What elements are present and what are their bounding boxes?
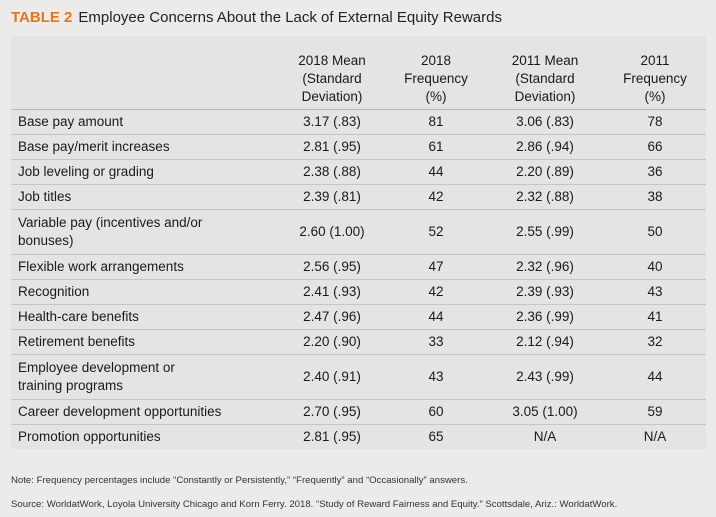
table-row: Health-care benefits 2.47 (.96) 44 2.36 …: [11, 304, 706, 330]
column-header: 2018 Frequency (%): [386, 36, 486, 110]
data-table-container: 2018 Mean (Standard Deviation) 2018 Freq…: [11, 36, 706, 449]
table-row: Career development opportunities 2.70 (.…: [11, 399, 706, 425]
table-cell: 2.32 (.96): [486, 254, 604, 280]
table-cell: 42: [386, 184, 486, 210]
table-number: TABLE 2: [11, 9, 73, 26]
table-cell: 65: [428, 429, 444, 444]
table-cell: 2.20 (.89): [486, 159, 604, 185]
table-cell: 2.81 (.95): [303, 429, 361, 444]
table-cell: 59: [604, 399, 706, 425]
table-row: Base pay/merit increases 2.81 (.95) 61 2…: [11, 134, 706, 160]
table-row: Employee development or training program…: [11, 354, 706, 400]
table-cell: 2.43 (.99): [486, 354, 604, 400]
column-header: 2018 Mean (Standard Deviation): [278, 36, 386, 110]
table-cell: 2.56 (.95): [278, 254, 386, 280]
table-cell: 2.81 (.95): [278, 134, 386, 160]
table-row: Job titles 2.39 (.81) 42 2.32 (.88) 38: [11, 184, 706, 210]
table-cell: 3.06 (.83): [486, 109, 604, 135]
table-cell: 81: [386, 109, 486, 135]
table-cell: 50: [604, 209, 706, 255]
row-label: Health-care benefits: [11, 304, 278, 330]
table-cell: 33: [386, 329, 486, 355]
table-cell: 44: [604, 354, 706, 400]
table-cell: N/A: [643, 429, 667, 444]
row-label: Variable pay (incentives and/or bonuses): [11, 209, 278, 255]
table-row: Job leveling or grading 2.38 (.88) 44 2.…: [11, 159, 706, 185]
table-row: Retirement benefits 2.20 (.90) 33 2.12 (…: [11, 329, 706, 355]
row-label: Promotion opportunities: [18, 429, 161, 444]
table-cell: 2.47 (.96): [278, 304, 386, 330]
row-label: Base pay amount: [11, 109, 278, 135]
table-cell: 2.32 (.88): [486, 184, 604, 210]
header-row: 2018 Mean (Standard Deviation) 2018 Freq…: [11, 36, 706, 110]
table-cell: 2.39 (.93): [486, 279, 604, 305]
table-cell: 60: [386, 399, 486, 425]
table-cell: 2.36 (.99): [486, 304, 604, 330]
table-cell: 2.39 (.81): [278, 184, 386, 210]
source-text: Source: WorldatWork, Loyola University C…: [11, 499, 618, 510]
table-cell: 2.86 (.94): [486, 134, 604, 160]
table-row: Recognition 2.41 (.93) 42 2.39 (.93) 43: [11, 279, 706, 305]
column-header-label: 2011 Frequency (%): [623, 53, 687, 104]
data-table: 2018 Mean (Standard Deviation) 2018 Freq…: [11, 36, 706, 449]
table-row: Promotion opportunities 2.81 (.95) 65 N/…: [11, 425, 706, 450]
row-label: Employee development or training program…: [11, 354, 278, 400]
table-cell: 43: [604, 279, 706, 305]
table-cell: 2.55 (.99): [486, 209, 604, 255]
row-label-text: Employee development or training program…: [18, 360, 175, 393]
column-header-label: 2018 Mean (Standard Deviation): [298, 53, 366, 104]
table-title-text: Employee Concerns About the Lack of Exte…: [78, 9, 502, 26]
table-cell: 42: [386, 279, 486, 305]
table-cell: 66: [604, 134, 706, 160]
table-title: TABLE 2 Employee Concerns About the Lack …: [11, 9, 502, 26]
table-row: Base pay amount 3.17 (.83) 81 3.06 (.83)…: [11, 109, 706, 135]
table-cell: 78: [604, 109, 706, 135]
table-cell: 3.17 (.83): [278, 109, 386, 135]
table-cell: 40: [604, 254, 706, 280]
table-cell: 2.41 (.93): [278, 279, 386, 305]
table-cell: 3.05 (1.00): [486, 399, 604, 425]
note-text: Note: Frequency percentages include “Con…: [11, 475, 468, 486]
table-cell: 2.70 (.95): [278, 399, 386, 425]
table-cell: 61: [386, 134, 486, 160]
table-cell: 2.40 (.91): [278, 354, 386, 400]
table-cell: 47: [386, 254, 486, 280]
table-cell: 52: [386, 209, 486, 255]
table-cell: 32: [604, 329, 706, 355]
row-label: Flexible work arrangements: [11, 254, 278, 280]
row-label: Career development opportunities: [11, 399, 278, 425]
row-label-text: Variable pay (incentives and/or bonuses): [18, 215, 203, 248]
column-header: 2011 Frequency (%): [604, 36, 706, 110]
table-cell: 43: [386, 354, 486, 400]
table-cell: 44: [386, 159, 486, 185]
table-cell: 2.12 (.94): [486, 329, 604, 355]
table-cell: 36: [604, 159, 706, 185]
table-cell: 2.60 (1.00): [278, 209, 386, 255]
table-row: Variable pay (incentives and/or bonuses)…: [11, 209, 706, 255]
table-cell: N/A: [533, 429, 557, 444]
row-label: Recognition: [11, 279, 278, 305]
row-label: Retirement benefits: [11, 329, 278, 355]
row-label: Job titles: [11, 184, 278, 210]
column-header: [11, 36, 278, 110]
table-cell: 38: [604, 184, 706, 210]
column-header-label: 2018 Frequency (%): [404, 53, 468, 104]
row-label: Job leveling or grading: [11, 159, 278, 185]
column-header: 2011 Mean (Standard Deviation): [486, 36, 604, 110]
table-cell: 44: [386, 304, 486, 330]
table-cell: 2.20 (.90): [278, 329, 386, 355]
table-notes: Note: Frequency percentages include “Con…: [11, 475, 617, 510]
row-label: Base pay/merit increases: [11, 134, 278, 160]
column-header-label: 2011 Mean (Standard Deviation): [511, 53, 579, 104]
table-row: Flexible work arrangements 2.56 (.95) 47…: [11, 254, 706, 280]
table-cell: 2.38 (.88): [278, 159, 386, 185]
table-cell: 41: [604, 304, 706, 330]
